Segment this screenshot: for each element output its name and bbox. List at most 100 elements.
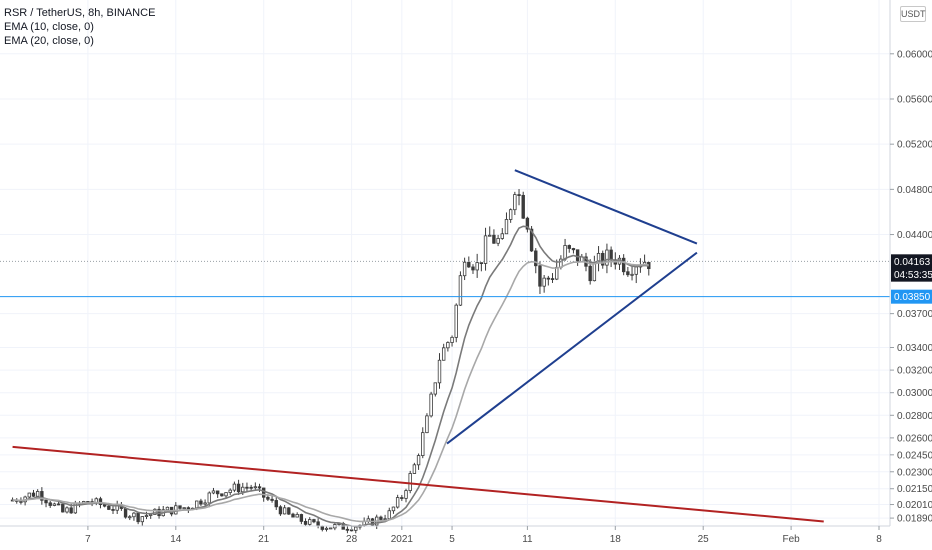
price-tick-label: 0.02150 — [897, 484, 932, 495]
candle-down — [379, 516, 383, 520]
price-tick-label: 0.03400 — [897, 343, 932, 354]
candle-down — [550, 278, 555, 280]
chart-drawings — [0, 169, 890, 523]
price-tag — [891, 254, 932, 269]
candle-down — [303, 521, 308, 525]
candle-down — [215, 490, 220, 495]
candle-up — [128, 516, 132, 519]
candle-up — [387, 510, 391, 520]
candle-down — [467, 261, 471, 268]
candle-down — [299, 514, 304, 522]
price-tick-label: 0.05600 — [897, 94, 932, 105]
candle-down — [199, 500, 203, 505]
candle-up — [630, 273, 634, 276]
candle-down — [69, 507, 73, 514]
candle-up — [383, 518, 387, 521]
candle-up — [542, 277, 546, 287]
triangle-upper-line — [514, 169, 698, 245]
time-tick-label: 8 — [876, 534, 882, 545]
time-tick-label: 14 — [170, 534, 182, 545]
candle-up — [395, 497, 400, 508]
price-tick-label: 0.03700 — [897, 309, 932, 320]
candle-up — [182, 507, 186, 510]
candle-up — [232, 483, 237, 491]
candle-down — [320, 525, 324, 530]
candle-down — [626, 271, 630, 276]
candle-up — [52, 503, 57, 506]
ema20-legend[interactable]: EMA (20, close, 0) — [4, 35, 94, 47]
candle-up — [475, 262, 479, 271]
currency-button[interactable]: USDT — [900, 6, 926, 22]
candle-up — [458, 275, 463, 306]
candle-down — [266, 496, 270, 500]
candle-up — [328, 527, 333, 530]
candle-up — [153, 508, 157, 515]
candle-up — [408, 473, 412, 491]
candle-down — [400, 497, 404, 499]
candle-up — [132, 512, 136, 518]
time-tick-label: 28 — [346, 534, 358, 545]
candle-up — [425, 415, 429, 434]
candle-up — [65, 507, 69, 513]
price-tick-label: 0.05200 — [897, 140, 932, 151]
candle-down — [525, 217, 530, 230]
candle-up — [462, 261, 467, 277]
candle-down — [588, 265, 592, 282]
candle-up — [500, 233, 504, 239]
candle-up — [634, 266, 638, 275]
candle-up — [429, 393, 433, 417]
candle-down — [220, 493, 224, 497]
candle-up — [454, 304, 458, 338]
candle-up — [35, 491, 40, 497]
candle-down — [534, 250, 538, 267]
candle-down — [257, 486, 262, 489]
price-tick-label: 0.02300 — [897, 467, 932, 478]
candle-down — [538, 265, 542, 287]
candle-up — [496, 238, 500, 244]
candle-up — [412, 464, 417, 474]
candle-up — [433, 382, 438, 395]
candle-up — [354, 526, 358, 531]
candle-up — [203, 502, 207, 505]
candle-down — [123, 508, 128, 518]
price-tick-label: 0.02600 — [897, 433, 932, 444]
ema10-legend[interactable]: EMA (10, close, 0) — [4, 21, 94, 33]
price-tag-label: 0.04163 — [894, 257, 931, 268]
candle-down — [102, 504, 107, 507]
candle-down — [546, 277, 551, 280]
candle-down — [601, 252, 605, 266]
candle-up — [224, 492, 228, 497]
candle-down — [31, 492, 36, 497]
time-axis: 7 14 21 28 2021 5 11 18 25 Feb 8 — [0, 525, 890, 545]
price-tick-label: 0.06000 — [897, 49, 932, 60]
time-tick-label: 18 — [610, 534, 622, 545]
candle-down — [571, 248, 576, 251]
price-tick-label: 0.03000 — [897, 388, 932, 399]
candle-up — [416, 455, 421, 466]
time-tick-label: 25 — [698, 534, 710, 545]
candle-up — [308, 519, 312, 525]
candle-up — [241, 486, 245, 493]
candle-down — [479, 262, 484, 265]
candle-down — [56, 503, 61, 506]
symbol-title[interactable]: RSR / TetherUS, 8h, BINANCE — [4, 7, 156, 19]
candle-down — [61, 503, 65, 513]
ema-series — [12, 225, 649, 528]
candle-up — [148, 514, 153, 516]
candle-down — [111, 509, 115, 511]
candle-down — [236, 483, 241, 493]
candle-down — [44, 499, 48, 504]
candle-down — [48, 502, 52, 506]
candle-up — [513, 194, 517, 211]
candle-down — [621, 257, 626, 273]
time-tick-label: 5 — [449, 534, 455, 545]
candle-down — [40, 491, 44, 501]
candle-down — [262, 487, 266, 498]
resistance-trendline — [12, 445, 824, 523]
candle-down — [567, 245, 571, 249]
price-tick-label: 0.04800 — [897, 185, 932, 196]
candle-up — [421, 432, 425, 456]
candle-down — [245, 486, 249, 489]
candle-down — [107, 505, 111, 510]
